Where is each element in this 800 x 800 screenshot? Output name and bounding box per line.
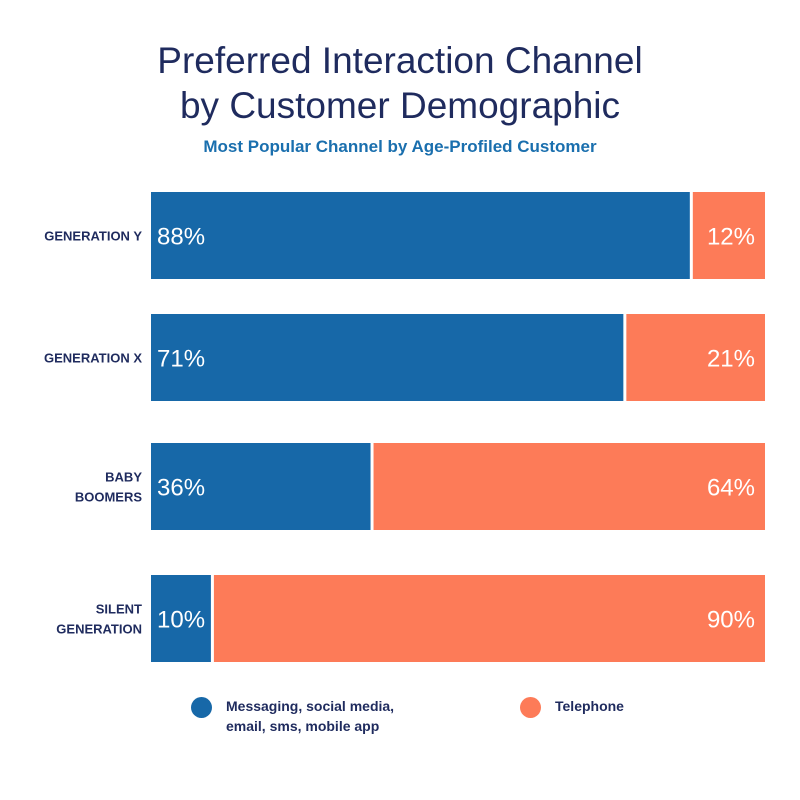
value-label-messaging-3: 10% [157, 607, 205, 634]
bar-telephone-0 [692, 192, 765, 279]
value-label-telephone-3: 90% [707, 607, 755, 634]
category-label-1: GENERATION X [44, 351, 142, 366]
chart-subtitle: Most Popular Channel by Age-Profiled Cus… [203, 137, 597, 156]
legend-label-messaging: Messaging, social media, email, sms, mob… [226, 698, 395, 734]
value-label-messaging-1: 71% [157, 346, 205, 373]
legend-swatch-telephone [520, 697, 541, 718]
value-label-telephone-0: 12% [707, 224, 755, 251]
bar-messaging-0 [151, 192, 690, 279]
legend-item-messaging: Messaging, social media, email, sms, mob… [191, 696, 394, 736]
bar-messaging-3 [151, 575, 211, 662]
legend-item-telephone: Telephone [520, 696, 624, 718]
bar-telephone-2 [373, 443, 765, 530]
legend-label-telephone: Telephone [555, 698, 624, 714]
chart-title: Preferred Interaction Channel by Custome… [157, 40, 643, 126]
value-label-telephone-1: 21% [707, 346, 755, 373]
category-label-2: BABY BOOMERS [75, 470, 143, 505]
value-label-messaging-2: 36% [157, 475, 205, 502]
legend-swatch-messaging [191, 697, 212, 718]
category-label-0: GENERATION Y [44, 229, 142, 244]
value-label-messaging-0: 88% [157, 224, 205, 251]
category-label-3: SILENT GENERATION [56, 602, 142, 637]
value-label-telephone-2: 64% [707, 475, 755, 502]
bar-telephone-3 [213, 575, 765, 662]
bar-telephone-1 [626, 314, 765, 401]
bar-messaging-2 [151, 443, 371, 530]
bar-messaging-1 [151, 314, 624, 401]
